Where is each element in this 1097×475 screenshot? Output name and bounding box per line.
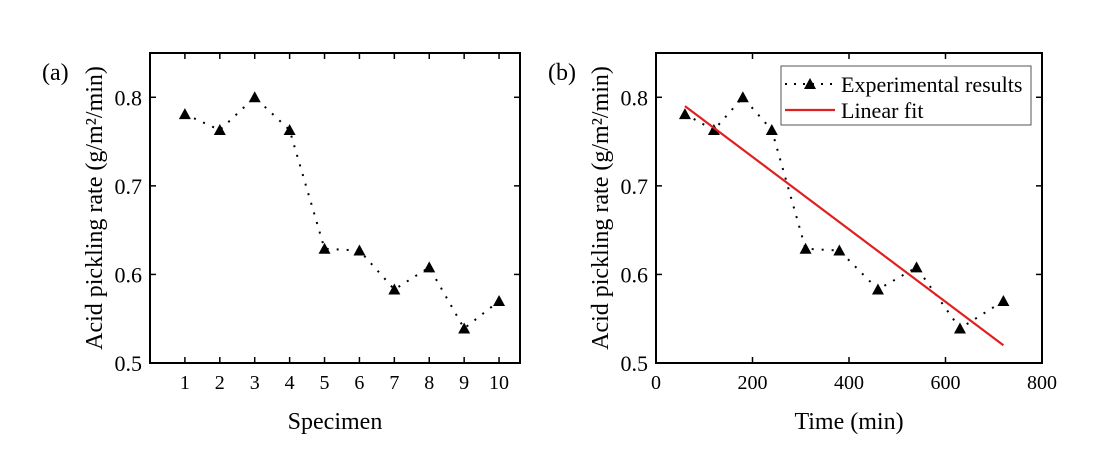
y-tick-label: 0.6	[115, 262, 143, 287]
y-tick-label: 0.6	[621, 262, 649, 287]
x-tick-label: 6	[354, 372, 364, 394]
panel-0	[149, 52, 521, 364]
y-axis-label: Acid pickling rate (g/m²/min)	[588, 66, 614, 350]
data-point	[871, 283, 884, 295]
data-point	[213, 124, 226, 136]
data-point	[353, 244, 366, 256]
data-point	[283, 124, 296, 136]
legend-label: Experimental results	[841, 72, 1022, 97]
x-tick-label: 200	[738, 372, 768, 394]
experimental-line	[684, 95, 1004, 330]
y-tick-label: 0.5	[115, 351, 143, 376]
x-tick-label: 7	[389, 372, 399, 394]
panel-label: (a)	[42, 60, 69, 86]
data-point	[736, 91, 749, 103]
data-point	[910, 261, 923, 273]
y-tick-label: 0.7	[621, 174, 649, 199]
experimental-line	[184, 95, 500, 330]
data-point	[458, 322, 471, 334]
x-tick-label: 800	[1027, 372, 1057, 394]
data-point	[318, 242, 331, 254]
x-tick-label: 4	[285, 372, 295, 394]
x-axis-label: Specimen	[288, 409, 383, 435]
x-tick-label: 10	[489, 372, 509, 394]
data-point	[799, 242, 812, 254]
x-tick-label: 9	[459, 372, 469, 394]
legend	[780, 65, 1032, 126]
y-tick-label: 0.8	[115, 85, 143, 110]
x-tick-label: 3	[250, 372, 260, 394]
panel-label: (b)	[548, 60, 576, 86]
data-point	[953, 322, 966, 334]
x-tick-label: 1	[180, 372, 190, 394]
data-point	[765, 124, 778, 136]
linear-fit-line	[684, 105, 1005, 347]
data-point	[493, 295, 506, 306]
x-tick-label: 400	[834, 372, 864, 394]
data-point	[678, 108, 691, 120]
x-tick-label: 8	[424, 372, 434, 394]
x-tick-label: 2	[215, 372, 225, 394]
data-point	[178, 108, 191, 120]
data-point	[388, 283, 401, 295]
x-tick-label: 0	[651, 372, 661, 394]
y-tick-label: 0.7	[115, 174, 143, 199]
data-point	[997, 295, 1010, 306]
plot-frame	[149, 52, 521, 364]
x-axis-label: Time (min)	[794, 409, 903, 435]
legend-label: Linear fit	[841, 98, 923, 123]
data-point	[707, 124, 720, 136]
y-tick-label: 0.5	[621, 351, 649, 376]
x-tick-label: 5	[320, 372, 330, 394]
panel-1	[655, 52, 1043, 364]
y-axis-label: Acid pickling rate (g/m²/min)	[82, 66, 108, 350]
legend-marker	[804, 78, 816, 89]
data-point	[423, 261, 436, 273]
y-tick-label: 0.8	[621, 85, 649, 110]
x-tick-label: 600	[931, 372, 961, 394]
data-point	[248, 91, 261, 103]
data-point	[833, 244, 846, 256]
